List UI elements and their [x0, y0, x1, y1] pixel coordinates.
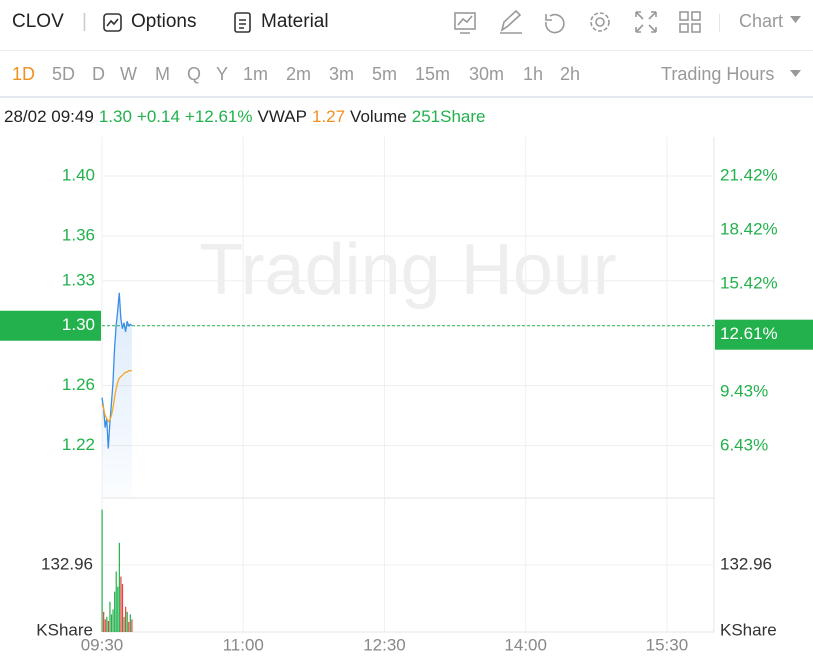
vwap-label: VWAP — [257, 107, 307, 126]
volume-bar — [120, 576, 122, 632]
y-tick-label: 1.22 — [62, 435, 95, 454]
x-tick-label: 14:00 — [504, 635, 547, 654]
volume-bar — [117, 586, 119, 632]
separator: | — [82, 11, 87, 32]
y-tick-label: 1.33 — [62, 270, 95, 289]
session-button[interactable]: Trading Hours — [661, 64, 775, 84]
timeframe-button[interactable]: 5m — [372, 64, 398, 84]
y2-tick-label: 9.43% — [720, 381, 768, 400]
timeframe-button[interactable]: Q — [187, 64, 202, 84]
timeframe-button[interactable]: W — [120, 64, 137, 84]
vwap-line — [101, 370, 132, 423]
quote-change-pct: +12.61% — [184, 107, 253, 126]
volume-unit: KShare — [36, 620, 93, 639]
y-tick-label: 1.36 — [62, 225, 95, 244]
volume-bar — [109, 601, 111, 632]
volume-bar — [110, 614, 113, 632]
volume-bar — [128, 621, 130, 632]
volume-bar — [101, 509, 103, 632]
price-area — [102, 292, 132, 498]
timeframe-button[interactable]: Y — [216, 64, 229, 84]
volume-bar — [131, 619, 133, 632]
volume-bar — [118, 542, 120, 632]
volume-bar — [106, 616, 108, 632]
volume-bar — [114, 591, 116, 632]
dropdown-arrow — [790, 16, 801, 23]
volume-bar — [103, 611, 105, 632]
x-tick-label: 09:30 — [81, 635, 124, 654]
dropdown-arrow — [790, 70, 801, 77]
y2-tick-label: 18.42% — [720, 220, 778, 239]
ticker: CLOV — [12, 11, 64, 32]
quote-time: 28/02 09:49 — [4, 107, 94, 126]
quote-line: 28/02 09:49 1.30 +0.14 +12.61% VWAP 1.27 Volum… — [4, 107, 490, 127]
y-tick-label: 1.26 — [62, 375, 95, 394]
timeframe-button[interactable]: 3m — [329, 64, 355, 84]
y-tick-label: 1.40 — [62, 165, 95, 184]
x-tick-label: 12:30 — [363, 635, 406, 654]
timeframe-button[interactable]: 1D — [12, 64, 36, 84]
timeframe-button[interactable]: 15m — [415, 64, 451, 84]
volume-unit: KShare — [720, 620, 777, 639]
volume-bar — [107, 620, 109, 632]
volume-tick-label: 132.96 — [720, 554, 772, 573]
timeframe-button[interactable]: 30m — [469, 64, 505, 84]
timeframe-button[interactable]: 2h — [560, 64, 581, 84]
volume-bar — [121, 584, 124, 632]
price-line — [101, 292, 133, 449]
timeframe-bar: Trading Hours 1D 5D D W M Q Y 1m 2m 3m 5m 15m 30m 1h 2… — [0, 51, 813, 98]
timeframe-button[interactable]: 1m — [243, 64, 269, 84]
chart-type-button[interactable]: Chart — [739, 11, 784, 31]
timeframe-button[interactable]: D — [92, 64, 105, 84]
volume-bar — [112, 609, 114, 632]
y2-tick-label: 15.42% — [720, 274, 778, 293]
y2-tick-label: 6.43% — [720, 435, 768, 454]
timeframe-button[interactable]: 1h — [523, 64, 544, 84]
volume-label: Volume — [350, 107, 407, 126]
volume-bar — [129, 614, 131, 632]
volume-bar — [104, 619, 106, 632]
volume-bar — [115, 571, 117, 632]
volume-bar — [125, 606, 127, 632]
tool-icons — [454, 9, 720, 34]
y-tick-label: 1.30 — [62, 315, 95, 334]
current-price-box — [0, 310, 101, 341]
volume-bar — [126, 611, 128, 632]
timeframe-button[interactable]: M — [155, 64, 170, 84]
options-icon — [103, 13, 122, 32]
quote-price: 1.30 — [98, 107, 132, 126]
material-button[interactable]: Material — [261, 11, 329, 32]
volume-value: 251Share — [411, 107, 486, 126]
timeframe-button[interactable]: 5D — [52, 64, 76, 84]
x-tick-label: 11:00 — [223, 635, 264, 654]
current-pct-box — [715, 319, 813, 350]
vwap-value: 1.27 — [311, 107, 346, 126]
toolbar: CLOV | Options Material Chart — [0, 0, 813, 51]
material-icon — [234, 12, 251, 33]
y2-tick-label: 12.61% — [720, 324, 778, 343]
quote-change: +0.14 — [136, 107, 180, 126]
y2-tick-label: 21.42% — [720, 166, 778, 185]
volume-tick-label: 132.96 — [41, 554, 93, 573]
volume-bar — [123, 616, 125, 632]
timeframe-button[interactable]: 2m — [286, 64, 312, 84]
x-tick-label: 15:30 — [646, 635, 689, 654]
watermark: Trading Hour — [199, 230, 617, 310]
options-button[interactable]: Options — [131, 11, 197, 32]
